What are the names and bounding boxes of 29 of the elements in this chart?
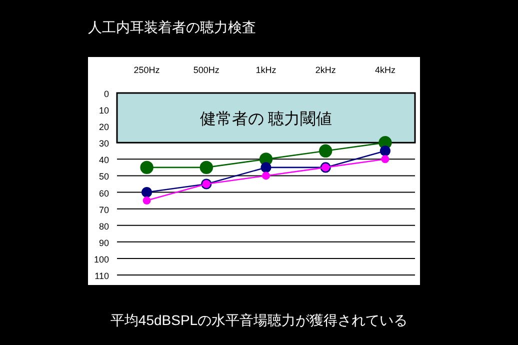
point (200, 160, 213, 174)
y-tick-label: 50 (98, 172, 109, 182)
point (140, 160, 154, 174)
y-tick-label: 80 (98, 221, 109, 232)
point (381, 155, 390, 164)
y-tick-label: 90 (98, 238, 109, 248)
x-tick-label: 500Hz (193, 65, 220, 75)
y-tick-label: 40 (98, 155, 109, 166)
x-tick-label: 4kHz (374, 65, 396, 75)
point (142, 196, 151, 205)
y-tick-label: 10 (98, 106, 109, 116)
y-tick-label: 110 (94, 271, 109, 281)
y-tick-label: 30 (98, 138, 109, 149)
point (260, 162, 272, 173)
y-tick-label: 0 (104, 89, 109, 99)
chart-title: 人工内耳装着者の聴力検査 (88, 19, 256, 35)
point (319, 144, 332, 158)
band-label: 健常者の 聴力閾値 (200, 110, 332, 128)
point (262, 172, 270, 180)
x-tick-label: 1kHz (256, 65, 277, 75)
point (380, 146, 390, 156)
y-tick-label: 70 (98, 204, 109, 215)
point (142, 186, 152, 198)
text: 平均45dBSPLの水平音場聴力が獲得されている (110, 312, 408, 328)
y-tick-label: 60 (98, 188, 109, 198)
y-tick-label: 100 (94, 254, 109, 264)
x-tick-label: 2kHz (315, 65, 336, 75)
x-tick-label: 250Hz (134, 65, 160, 75)
y-tick-label: 20 (98, 122, 109, 132)
